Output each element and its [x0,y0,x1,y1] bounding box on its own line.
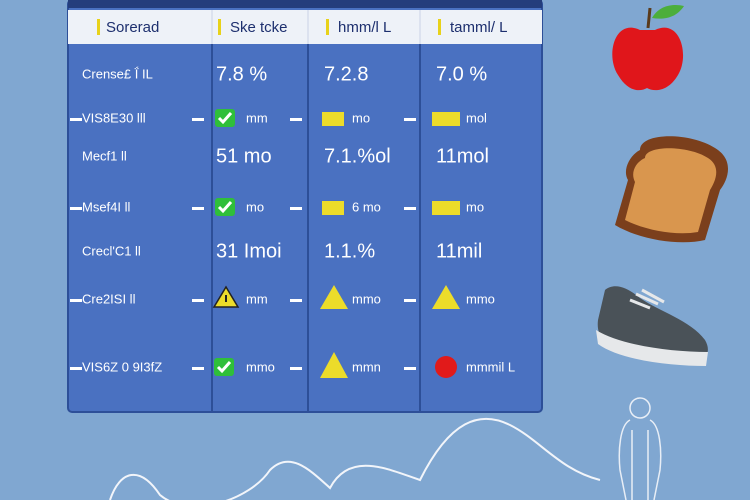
top-bar [68,0,542,8]
header-cell: Sorerad [106,19,159,36]
shoe [596,286,708,366]
column-dividers [211,44,421,412]
cell-dash [290,367,302,370]
row-value: 7.2.8 [324,63,368,85]
row-label: Mecf1 ll [82,148,127,163]
row-value: 51 mo [216,145,272,167]
header-marks [97,19,441,35]
cell-dash [404,118,416,121]
row-value: 31 Imoi [216,240,282,262]
row-value: mmmil L [466,359,515,374]
row-value: mmo [246,359,275,374]
cell-dash [404,207,416,210]
row-value: mol [466,110,487,125]
row-value: mm [246,291,268,306]
row-value: mo [246,199,264,214]
cell-dash [70,367,82,370]
row-value: mmo [352,291,381,306]
row-value: 7.8 % [216,63,267,85]
header-cell: Ske tcke [230,19,288,36]
person-outline [618,397,662,500]
wave-line [109,417,601,500]
row-value: mo [352,110,370,125]
row-label: Msef4I ll [82,199,131,214]
row-value: mmo [466,291,495,306]
row-value: mm [246,110,268,125]
row-label: VIS6Z 0 9I3fZ [82,359,162,374]
cell-dash [290,207,302,210]
cell-dash [192,367,204,370]
row-value: 11mil [436,240,482,262]
header-cell: hmm/l L [338,19,391,36]
row-label: Cre2ISI ll [82,291,136,306]
toast [615,136,729,243]
cell-dash [290,299,302,302]
row-value: 11mol [436,145,489,167]
table-panel [67,0,543,413]
row-value: mmn [352,359,381,374]
row-value: 7.1.%ol [324,145,391,167]
apple [612,5,684,91]
cell-dash [404,367,416,370]
cell-dash [290,118,302,121]
header-row [68,10,542,44]
cell-dash [70,207,82,210]
cell-dash [70,118,82,121]
header-cell: tamml/ L [450,19,508,36]
row-label: VIS8E30 lll [82,110,146,125]
row-value: 7.0 % [436,63,487,85]
header-dividers [211,10,421,44]
row-value: 1.1.% [324,240,375,262]
cell-dash [192,207,204,210]
cell-dash [192,299,204,302]
row-label: Crense£ Ḯ IL [82,66,153,81]
cell-dash [404,299,416,302]
table-cells: Sorerad Ske tcke hmm/l L tamml/ L Crense£ Ḯ … [70,19,515,374]
status-icons [212,109,460,378]
row-value: 6 mo [352,199,381,214]
row-label: Crecl'C1 ll [82,243,141,258]
cell-dash [192,118,204,121]
row-value: mo [466,199,484,214]
cell-dash [70,299,82,302]
